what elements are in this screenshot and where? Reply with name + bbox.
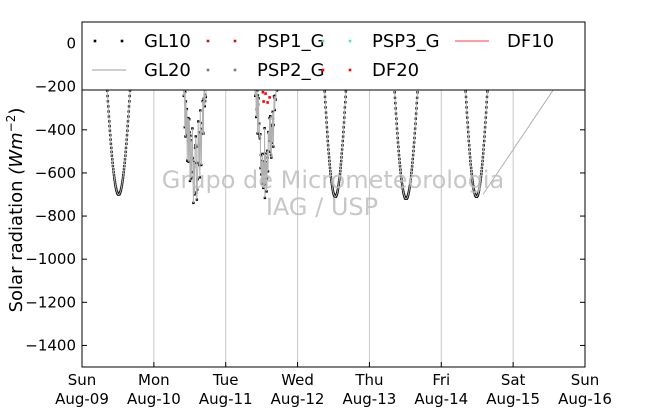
- legend-swatch: [233, 39, 237, 43]
- legend-swatch: [348, 68, 352, 72]
- x-tick-label-date: Aug-14: [414, 390, 468, 408]
- legend-item: GL10: [93, 31, 191, 52]
- gl20-line: [321, 89, 350, 198]
- legend-swatch: [120, 39, 124, 43]
- legend-swatch: [93, 39, 97, 43]
- legend-swatch: [321, 39, 325, 43]
- watermark: Grupo de Micrometeorologia IAG / USP: [162, 166, 504, 221]
- df20-point: [268, 96, 271, 99]
- x-tick-label-date: Aug-09: [55, 390, 109, 408]
- y-tick-label: −1200: [25, 293, 76, 311]
- legend-label: PSP2_G: [257, 60, 325, 81]
- gl20-line: [462, 89, 491, 198]
- legend-label: PSP1_G: [257, 31, 325, 52]
- series-df20: [261, 90, 271, 104]
- y-tick-label: −600: [35, 164, 76, 182]
- y-tick-label: −200: [35, 78, 76, 96]
- legend-item: PSP1_G: [206, 31, 325, 52]
- x-tick-label-day: Thu: [354, 371, 383, 389]
- legend-item: PSP3_G: [321, 31, 440, 52]
- df20-point: [262, 100, 265, 103]
- x-tick-label-date: Aug-13: [343, 390, 397, 408]
- y-tick-label: −800: [35, 207, 76, 225]
- x-tick-label-date: Aug-12: [271, 390, 325, 408]
- legend-label: DF20: [372, 60, 419, 81]
- legend-label: GL20: [144, 60, 191, 81]
- x-tick-label-day: Tue: [212, 371, 239, 389]
- x-tick-label-date: Aug-16: [558, 390, 612, 408]
- legend-item: PSP2_G: [206, 60, 325, 81]
- x-tick-label-day: Wed: [281, 371, 314, 389]
- y-tick-label: 0: [66, 35, 76, 53]
- watermark-line-1: Grupo de Micrometeorologia: [162, 166, 504, 194]
- legend-item: DF10: [455, 31, 554, 52]
- legend-label: PSP3_G: [372, 31, 440, 52]
- x-tick-label-day: Sun: [68, 371, 97, 389]
- df20-point: [264, 92, 267, 95]
- gl20-line: [103, 89, 134, 196]
- legend-label: DF10: [507, 31, 554, 52]
- legend: GL10 GL20 PSP1_G PSP2_G PSP3_G DF20 DF10: [81, 21, 586, 91]
- x-tick-label-date: Aug-11: [199, 390, 253, 408]
- legend-swatch: [348, 39, 352, 43]
- df20-point: [266, 101, 269, 104]
- legend-swatch: [206, 68, 210, 72]
- legend-swatch: [321, 68, 325, 72]
- legend-item: GL20: [92, 60, 191, 81]
- x-tick-label-day: Sat: [501, 371, 526, 389]
- x-tick-label-date: Aug-15: [486, 390, 540, 408]
- y-tick-label: −400: [35, 121, 76, 139]
- x-tick-label-day: Sun: [571, 371, 600, 389]
- y-axis-label: Solar radiation (Wm−2): [4, 108, 27, 313]
- y-tick-label: −1400: [25, 336, 76, 354]
- legend-swatch: [206, 39, 210, 43]
- legend-box: [81, 21, 586, 91]
- legend-swatch: [233, 68, 237, 72]
- df20-point: [261, 90, 265, 94]
- y-tick-label: −1000: [25, 250, 76, 268]
- axes: 0−200−400−600−800−1000−1200−1400SunAug-0…: [25, 21, 612, 408]
- watermark-line-2: IAG / USP: [266, 193, 378, 221]
- x-tick-label-date: Aug-10: [127, 390, 181, 408]
- x-tick-label-day: Mon: [138, 371, 170, 389]
- gl20-line: [391, 89, 422, 200]
- legend-label: GL10: [144, 31, 191, 52]
- legend-item: DF20: [321, 60, 419, 81]
- x-tick-label-day: Fri: [432, 371, 450, 389]
